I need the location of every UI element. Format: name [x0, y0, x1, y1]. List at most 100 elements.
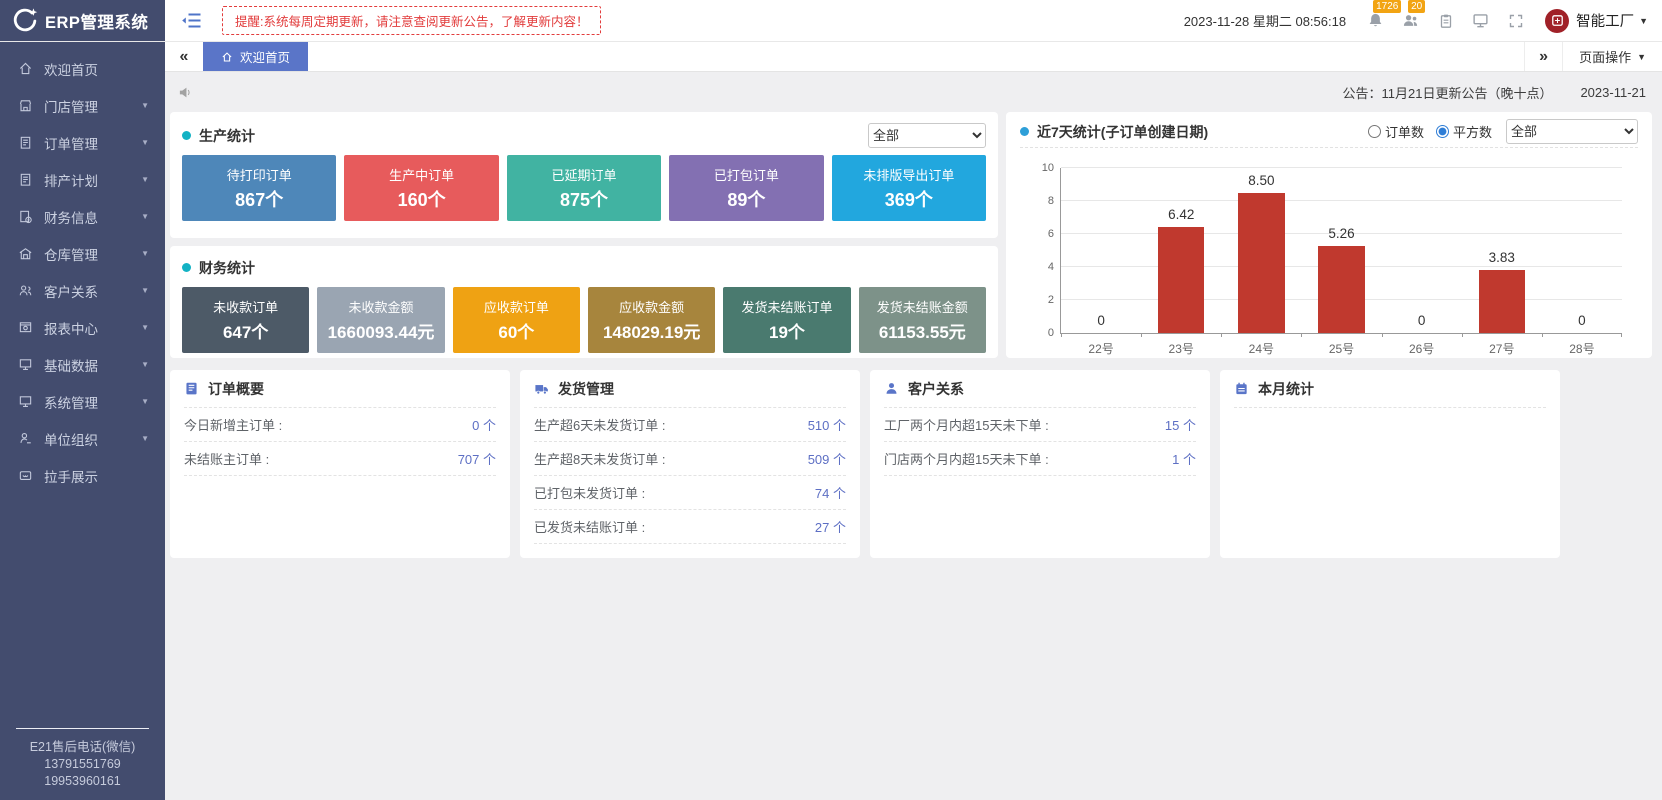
sidebar-item-0[interactable]: 欢迎首页 [0, 50, 165, 87]
x-axis-label: 22号 [1088, 342, 1114, 356]
sidebar-item-6[interactable]: 客户关系 ▼ [0, 272, 165, 309]
radio-input[interactable] [1435, 125, 1449, 138]
x-axis-tick [1221, 333, 1223, 337]
panel-order-summary: 订单概要 今日新增主订单 : 0 个未结账主订单 : 707 个 [170, 370, 510, 558]
section-dot [182, 263, 191, 272]
chart-gridline [1061, 167, 1622, 168]
chevron-down-icon: ▼ [141, 212, 149, 221]
finance-card-4[interactable]: 发货未结账订单 19个 [723, 287, 851, 353]
sidebar-item-label: 仓库管理 [44, 247, 98, 263]
production-card-0[interactable]: 待打印订单 867个 [182, 155, 337, 221]
chart-mode-radio-1[interactable]: 平方数 [1435, 122, 1492, 141]
finance-card-1[interactable]: 未收款金额 1660093.44元 [317, 287, 445, 353]
sidebar-item-label: 排产计划 [44, 173, 98, 189]
announcement-text[interactable]: 公告：11月21日更新公告（晚十点） [1342, 85, 1553, 101]
finance-card-3[interactable]: 应收款金额 148029.19元 [587, 287, 716, 353]
production-card-3[interactable]: 已打包订单 89个 [669, 155, 824, 221]
row-value[interactable]: 509 个 [807, 452, 846, 467]
row-label: 生产超6天未发货订单 : [534, 418, 666, 433]
card-label: 应收款金额 [619, 300, 685, 315]
radio-input[interactable] [1367, 125, 1381, 138]
content: 公告：11月21日更新公告（晚十点） 2023-11-21 生产统计 全部 待打… [165, 72, 1662, 800]
panel-title-row: 订单概要 [184, 370, 496, 408]
sidebar-item-5[interactable]: 仓库管理 ▼ [0, 235, 165, 272]
card-value: 60个 [498, 323, 535, 342]
card-value: 647个 [222, 323, 269, 342]
fullscreen-icon[interactable] [1498, 0, 1533, 42]
sidebar-item-9[interactable]: 系统管理 ▼ [0, 383, 165, 420]
card-label: 发货未结账订单 [741, 300, 833, 315]
chart-mode-radio-0[interactable]: 订单数 [1367, 122, 1424, 141]
chevron-down-icon: ▼ [141, 101, 149, 110]
clipboard-icon[interactable] [1428, 0, 1463, 42]
card-label: 应收款订单 [483, 300, 549, 315]
sidebar-item-2[interactable]: 订单管理 ▼ [0, 124, 165, 161]
sidebar-footer-lines: E21售后电话(微信) 13791551769 19953960161 [0, 739, 165, 790]
chart-mode-radios: 订单数 平方数 [1367, 122, 1492, 141]
sidebar-item-label: 系统管理 [44, 395, 98, 411]
row-value[interactable]: 0 个 [472, 418, 496, 433]
avatar[interactable] [1545, 8, 1570, 33]
contacts-icon[interactable]: 20 [1393, 0, 1428, 42]
chart-filter-select[interactable]: 全部 [1506, 119, 1638, 144]
x-axis-tick [1461, 333, 1463, 337]
tabs-scroll-left-icon[interactable]: « [179, 47, 189, 65]
panel-title-row: 本月统计 [1234, 370, 1546, 408]
store-icon [18, 98, 34, 114]
page-actions-dropdown[interactable]: 页面操作 ▼ [1562, 42, 1662, 71]
bar-column: 0 [1061, 168, 1141, 333]
truck-icon [534, 381, 549, 396]
row-value[interactable]: 74 个 [814, 486, 846, 501]
monitor-icon[interactable] [1463, 0, 1498, 42]
row-value[interactable]: 707 个 [457, 452, 496, 467]
sidebar-item-1[interactable]: 门店管理 ▼ [0, 87, 165, 124]
finance-card-5[interactable]: 发货未结账金额 61153.55元 [858, 287, 986, 353]
card-value: 148029.19元 [602, 323, 701, 342]
sidebar-item-3[interactable]: 排产计划 ▼ [0, 161, 165, 198]
panel-title-row: 客户关系 [884, 370, 1196, 408]
main-area: « 欢迎首页 » 页面操作 ▼ 公告：11月21日更新公告（晚十点） [165, 42, 1662, 800]
collapse-menu-icon[interactable] [181, 12, 202, 29]
tabs-scroll-right-icon[interactable]: » [1524, 42, 1562, 71]
tab-welcome[interactable]: 欢迎首页 [203, 42, 309, 71]
topbar: ERP管理系统 提醒:系统每周定期更新，请注意查阅更新公告，了解更新内容！ 20… [0, 0, 1662, 42]
production-card-1[interactable]: 生产中订单 160个 [344, 155, 499, 221]
finance-header: 财务统计 [182, 254, 986, 281]
sidebar-item-label: 报表中心 [44, 321, 98, 337]
production-card-4[interactable]: 未排版导出订单 369个 [831, 155, 987, 221]
calendar-icon [1234, 381, 1249, 396]
sidebar-item-8[interactable]: 基础数据 ▼ [0, 346, 165, 383]
production-card-2[interactable]: 已延期订单 875个 [506, 155, 662, 221]
home-icon [18, 61, 34, 77]
user-name[interactable]: 智能工厂 [1576, 14, 1635, 30]
announcement-date: 2023-11-21 [1580, 84, 1646, 100]
chevron-down-icon: ▼ [141, 175, 149, 184]
sidebar-item-10[interactable]: 单位组织 ▼ [0, 420, 165, 457]
production-filter-select[interactable]: 全部 [868, 123, 986, 148]
finance-title: 财务统计 [199, 259, 255, 276]
chart-title: 近7天统计(子订单创建日期) [1037, 123, 1209, 140]
row-label: 今日新增主订单 : [184, 418, 283, 433]
stats-row: 生产统计 全部 待打印订单 867个 生产中订单 160个 已延期订单 875个 已打包订单… [170, 112, 1652, 358]
sidebar-item-7[interactable]: 报表中心 ▼ [0, 309, 165, 346]
row-value[interactable]: 1 个 [1172, 452, 1196, 467]
row-label: 已打包未发货订单 : [534, 486, 646, 501]
row-value[interactable]: 27 个 [814, 520, 846, 535]
finance-card-2[interactable]: 应收款订单 60个 [452, 287, 580, 353]
datetime: 2023-11-28 星期二 08:56:18 [1183, 14, 1347, 29]
sidebar-item-11[interactable]: 拉手展示 [0, 457, 165, 494]
panel-customer: 客户关系 工厂两个月内超15天未下单 : 15 个门店两个月内超15天未下单 : 1 … [870, 370, 1210, 558]
body-row: 欢迎首页 门店管理 ▼ 订单管理 ▼ 排产计划 ▼ 财务信息 ▼ 仓库管理 ▼ 客户关系 ▼ 报表中心 ▼ 基… [0, 42, 1662, 800]
chevron-down-icon: ▼ [1637, 51, 1646, 62]
row-value[interactable]: 15 个 [1164, 418, 1196, 433]
card-value: 89个 [727, 189, 766, 210]
finance-card-0[interactable]: 未收款订单 647个 [182, 287, 310, 353]
card-label: 未排版导出订单 [863, 167, 955, 183]
x-axis-label: 26号 [1408, 342, 1435, 356]
x-axis-tick [1141, 333, 1143, 337]
row-value[interactable]: 510 个 [807, 418, 846, 433]
sidebar-item-4[interactable]: 财务信息 ▼ [0, 198, 165, 235]
bell-icon[interactable]: 1726 [1358, 0, 1402, 42]
chevron-down-icon: ▼ [141, 286, 149, 295]
section-dot [182, 131, 191, 140]
